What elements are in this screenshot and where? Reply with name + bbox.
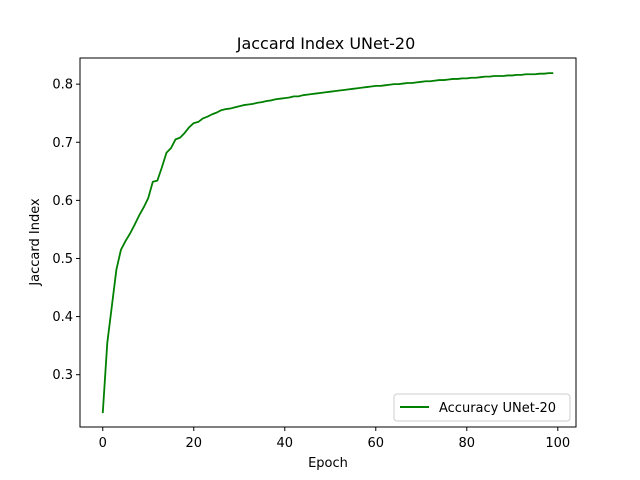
x-axis-ticks: 0 20 40 60 80 100 [99, 427, 570, 451]
y-tick-label: 0.7 [52, 136, 73, 151]
y-axis-label: Jaccard Index [28, 198, 43, 287]
x-tick-label: 80 [459, 436, 476, 451]
x-tick-label: 20 [185, 436, 202, 451]
x-tick-label: 100 [545, 436, 570, 451]
y-tick-label: 0.6 [52, 194, 73, 209]
y-tick-label: 0.5 [52, 252, 73, 267]
series-line [101, 72, 554, 414]
legend-box [393, 393, 571, 422]
series-layer [101, 72, 554, 414]
x-tick-label: 60 [368, 436, 385, 451]
x-tick-label: 40 [276, 436, 293, 451]
legend: Accuracy UNet-20 [393, 393, 571, 422]
plot-area-frame [79, 57, 577, 428]
x-axis-label: Epoch [308, 456, 348, 471]
y-axis-ticks: 0.3 0.4 0.5 0.6 0.7 0.8 [52, 78, 80, 383]
y-tick-label: 0.8 [52, 78, 73, 93]
chart-title: Jaccard Index UNet-20 [236, 34, 416, 53]
y-tick-label: 0.3 [52, 368, 73, 383]
legend-label: Accuracy UNet-20 [439, 401, 556, 416]
y-tick-label: 0.4 [52, 310, 73, 325]
x-tick-label: 0 [99, 436, 107, 451]
